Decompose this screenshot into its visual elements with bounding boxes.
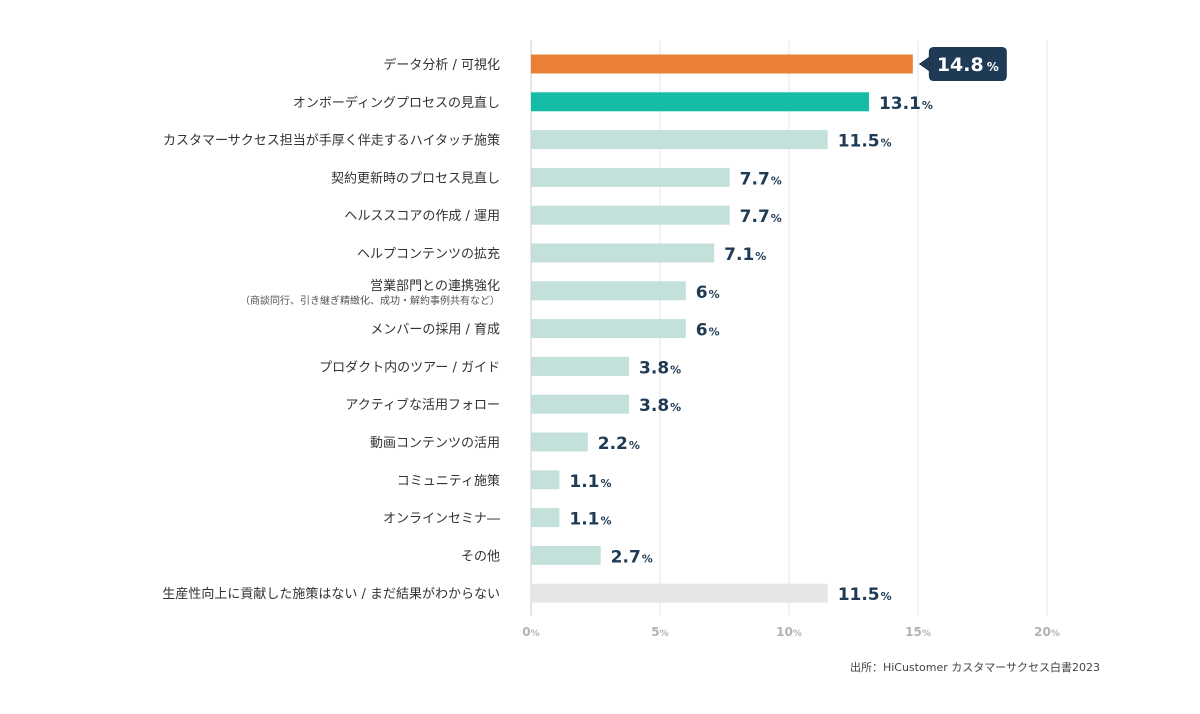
data-label: 3.8% (639, 396, 681, 416)
x-tick-label: 15% (905, 625, 931, 639)
category-label: アクティブな活用フォロー (345, 397, 500, 413)
data-label: 7.7% (740, 207, 782, 227)
data-label: 2.2% (598, 434, 640, 454)
x-tick-label: 10% (776, 625, 802, 639)
category-label: ヘルプコンテンツの拡充 (357, 246, 500, 262)
bar (531, 167, 730, 187)
category-label: カスタマーサクセス担当が手厚く伴走するハイタッチ施策 (163, 133, 500, 149)
category-label: 動画コンテンツの活用 (370, 436, 500, 451)
category-sublabel: （商談同行、引き継ぎ精緻化、成功・解約事例共有など） (240, 294, 500, 307)
data-label: 1.1% (569, 510, 611, 530)
data-label: 7.1% (724, 245, 766, 265)
bar (531, 394, 630, 414)
bar (531, 470, 560, 490)
bar (531, 356, 630, 376)
category-label: メンバーの採用 / 育成 (370, 322, 500, 338)
bar (531, 243, 715, 263)
bar (531, 130, 828, 150)
bar (531, 319, 686, 339)
category-label: 営業部門との連携強化 (370, 278, 500, 294)
data-label: 11.5% (838, 585, 892, 605)
bar (531, 545, 601, 565)
category-label: データ分析 / 可視化 (383, 57, 500, 73)
category-label: その他 (461, 549, 500, 564)
bar (531, 432, 588, 452)
data-label: 14.8% (937, 54, 999, 76)
bar (531, 281, 686, 301)
data-label: 1.1% (569, 472, 611, 492)
x-tick-label: 0% (522, 625, 539, 639)
data-label: 13.1% (879, 94, 933, 114)
bar (531, 508, 560, 528)
value-callout (918, 47, 1007, 81)
category-label: プロダクト内のツアー / ガイド (319, 359, 500, 375)
x-tick-label: 5% (651, 625, 668, 639)
data-label: 3.8% (639, 358, 681, 378)
source-note: 出所：HiCustomer カスタマーサクセス白書2023 (849, 661, 1100, 674)
data-label: 7.7% (740, 169, 782, 189)
category-label: コミュニティ施策 (397, 473, 500, 489)
category-label: ヘルススコアの作成 / 運用 (344, 209, 500, 224)
x-tick-label: 20% (1034, 625, 1060, 639)
category-label: 契約更新時のプロセス見直し (331, 170, 500, 186)
data-label: 2.7% (611, 547, 653, 567)
data-label: 6% (696, 283, 720, 303)
data-label: 11.5% (838, 132, 892, 152)
bar (531, 205, 730, 225)
bar (531, 92, 869, 112)
bar (531, 583, 828, 603)
data-label: 6% (696, 321, 720, 341)
bar (531, 54, 913, 74)
category-label: オンボーディングプロセスの見直し (293, 95, 500, 111)
category-label: 生産性向上に貢献した施策はない / まだ結果がわからない (162, 586, 500, 602)
category-label: オンラインセミナ― (383, 512, 500, 527)
